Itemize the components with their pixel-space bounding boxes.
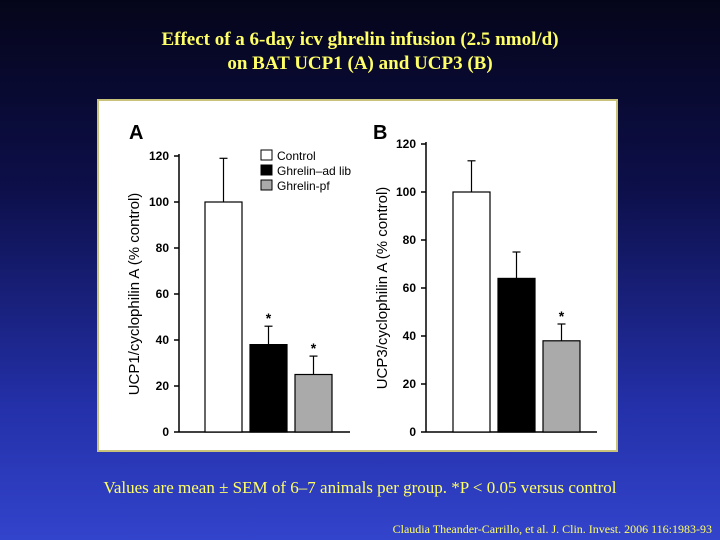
y-tick-label: 100 [149, 195, 169, 209]
y-tick-label: 20 [156, 379, 170, 393]
title-line-2: on BAT UCP1 (A) and UCP3 (B) [227, 53, 493, 74]
y-tick-label: 20 [403, 377, 417, 391]
y-tick-label: 60 [156, 287, 170, 301]
title-line-1: Effect of a 6-day icv ghrelin infusion (… [161, 29, 559, 50]
significance-marker: * [311, 340, 317, 356]
y-tick-label: 60 [403, 281, 417, 295]
y-tick-label: 0 [162, 425, 169, 439]
y-tick-label: 80 [403, 233, 417, 247]
slide-title: Effect of a 6-day icv ghrelin infusion (… [0, 28, 720, 76]
y-tick-label: 0 [409, 425, 416, 439]
significance-marker: * [559, 308, 565, 324]
panel-label-B: B [373, 122, 387, 144]
y-axis-label-A: UCP1/cyclophilin A (% control) [126, 193, 143, 396]
bar-B-3 [542, 340, 581, 433]
legend-label-3: Ghrelin-pf [277, 179, 330, 193]
panel-label-A: A [129, 122, 143, 144]
legend-swatch-2 [260, 164, 273, 176]
legend-swatch-3 [260, 179, 273, 191]
bar-A-2 [249, 344, 288, 433]
footnote: Values are mean ± SEM of 6–7 animals per… [103, 478, 617, 497]
legend-label-1: Control [277, 149, 316, 163]
figure-panel: A UCP1/cyclophilin A (% control) 0 20 40 60 80… [97, 99, 618, 452]
y-tick-label: 120 [149, 149, 169, 163]
bar-B-1 [452, 191, 491, 433]
citation: Claudia Theander-Carrillo, et al. J. Cli… [392, 522, 712, 536]
legend-label-2: Ghrelin–ad lib [277, 164, 351, 178]
bar-B-2 [497, 277, 536, 433]
legend-swatch-1 [260, 149, 273, 161]
significance-marker: * [266, 310, 272, 326]
y-tick-label: 120 [396, 137, 416, 151]
y-tick-label: 40 [156, 333, 170, 347]
bar-charts: A UCP1/cyclophilin A (% control) 0 20 40 60 80… [126, 122, 597, 439]
y-tick-label: 100 [396, 185, 416, 199]
y-axis-label-B: UCP3/cyclophilin A (% control) [374, 187, 391, 390]
bar-A-3 [294, 373, 333, 433]
bar-A-1 [204, 201, 243, 433]
y-tick-label: 80 [156, 241, 170, 255]
y-tick-label: 40 [403, 329, 417, 343]
